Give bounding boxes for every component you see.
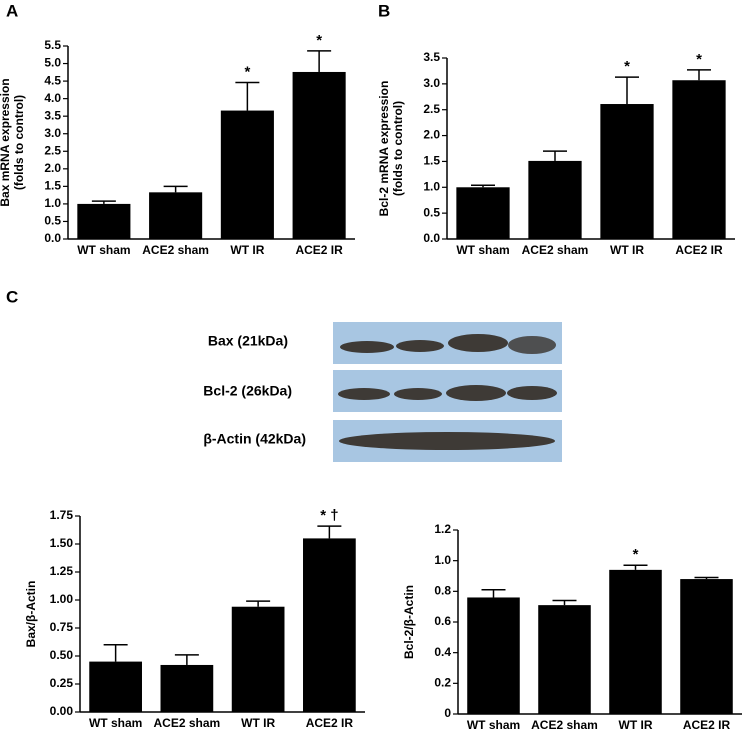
y-tick-label: 1.0	[434, 553, 451, 567]
y-tick-label: 0.4	[434, 645, 451, 659]
bar	[77, 203, 131, 239]
y-tick-label: 1.00	[50, 592, 74, 606]
western-blot	[333, 322, 562, 462]
y-tick-label: 1.5	[44, 179, 61, 193]
y-tick-label: 1.50	[50, 536, 74, 550]
x-tick-label: ACE2 sham	[522, 243, 589, 257]
bar	[149, 192, 203, 239]
y-tick-label: 1.0	[44, 196, 61, 210]
x-tick-label: ACE2 IR	[675, 243, 723, 257]
x-tick-label: WT sham	[467, 718, 520, 732]
y-tick-label: 0.2	[434, 676, 451, 690]
bar	[538, 605, 591, 714]
x-tick-label: WT IR	[619, 718, 653, 732]
bar	[609, 569, 662, 714]
bar	[89, 661, 142, 712]
y-tick-label: 2.0	[44, 161, 61, 175]
x-tick-label: ACE2 IR	[295, 243, 343, 257]
y-tick-label: 0.25	[50, 676, 74, 690]
y-tick-label: 0	[444, 706, 451, 720]
x-tick-label: WT IR	[610, 243, 644, 257]
y-tick-label: 3.0	[44, 126, 61, 140]
y-axis-label: Bcl-2/β-Actin	[402, 585, 416, 659]
significance-marker: *	[696, 51, 702, 68]
y-tick-label: 4.0	[44, 91, 61, 105]
y-axis-label: (folds to control)	[391, 101, 405, 196]
y-tick-label: 1.25	[50, 564, 74, 578]
bar	[231, 606, 285, 712]
y-tick-label: 5.5	[44, 38, 61, 52]
y-axis-label: Bax/β-Actin	[24, 581, 38, 648]
y-tick-label: 0.00	[50, 704, 74, 718]
y-tick-label: 4.5	[44, 73, 61, 87]
bar	[456, 187, 510, 239]
y-tick-label: 1.2	[434, 522, 451, 536]
bar	[680, 579, 733, 714]
blot-label: β-Actin (42kDa)	[203, 431, 306, 447]
bar	[220, 110, 274, 239]
bar	[672, 80, 726, 239]
y-tick-label: 3.0	[423, 76, 440, 90]
significance-marker: *	[244, 63, 250, 80]
y-tick-label: 3.5	[423, 50, 440, 64]
y-tick-label: 0.6	[434, 614, 451, 628]
bar	[467, 597, 520, 714]
x-tick-label: WT IR	[230, 243, 264, 257]
x-tick-label: ACE2 sham	[531, 718, 598, 732]
bar	[160, 664, 214, 712]
bands	[338, 334, 557, 450]
panel-label: B	[378, 1, 390, 20]
y-axis-label: (folds to control)	[12, 95, 26, 190]
panel-label: C	[6, 287, 18, 306]
y-tick-label: 3.5	[44, 108, 61, 122]
significance-marker: *	[624, 58, 630, 75]
x-tick-label: ACE2 IR	[683, 718, 731, 732]
y-tick-label: 2.5	[44, 143, 61, 157]
y-tick-label: 0.0	[423, 231, 440, 245]
x-tick-label: ACE2 IR	[306, 716, 354, 730]
y-axis-label: Bcl-2 mRNA expression	[377, 81, 391, 217]
y-tick-label: 1.75	[50, 508, 74, 522]
y-tick-label: 1.0	[423, 179, 440, 193]
significance-marker: *	[633, 546, 639, 563]
x-tick-label: ACE2 sham	[154, 716, 221, 730]
y-axis-label: Bax mRNA expression	[0, 78, 12, 206]
y-tick-label: 0.0	[44, 231, 61, 245]
significance-marker: *	[316, 32, 322, 49]
bar	[600, 104, 654, 239]
y-tick-label: 0.5	[44, 214, 61, 228]
panel-label: A	[6, 1, 18, 20]
y-tick-label: 1.5	[423, 154, 440, 168]
bar	[292, 71, 346, 239]
y-tick-label: 5.0	[44, 56, 61, 70]
x-tick-label: ACE2 sham	[142, 243, 209, 257]
significance-marker: * †	[320, 507, 338, 524]
y-tick-label: 2.0	[423, 128, 440, 142]
y-tick-label: 2.5	[423, 102, 440, 116]
x-tick-label: WT sham	[456, 243, 509, 257]
y-tick-label: 0.8	[434, 584, 451, 598]
blot-label: Bcl-2 (26kDa)	[203, 383, 292, 399]
y-tick-label: 0.50	[50, 648, 74, 662]
x-tick-label: WT IR	[241, 716, 275, 730]
bar	[303, 538, 356, 712]
x-tick-label: WT sham	[89, 716, 142, 730]
y-tick-label: 0.75	[50, 620, 74, 634]
y-tick-label: 0.5	[423, 205, 440, 219]
x-tick-label: WT sham	[77, 243, 130, 257]
blot-label: Bax (21kDa)	[208, 333, 288, 349]
bar	[528, 160, 582, 239]
